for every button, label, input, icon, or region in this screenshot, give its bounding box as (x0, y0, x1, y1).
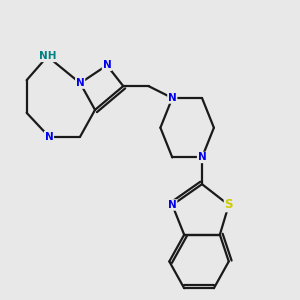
Text: N: N (76, 78, 85, 88)
Text: N: N (168, 93, 177, 103)
Text: N: N (45, 132, 53, 142)
Text: N: N (198, 152, 206, 162)
Text: N: N (168, 200, 177, 210)
Text: NH: NH (39, 51, 56, 62)
Text: S: S (224, 199, 233, 212)
Text: N: N (103, 60, 111, 70)
